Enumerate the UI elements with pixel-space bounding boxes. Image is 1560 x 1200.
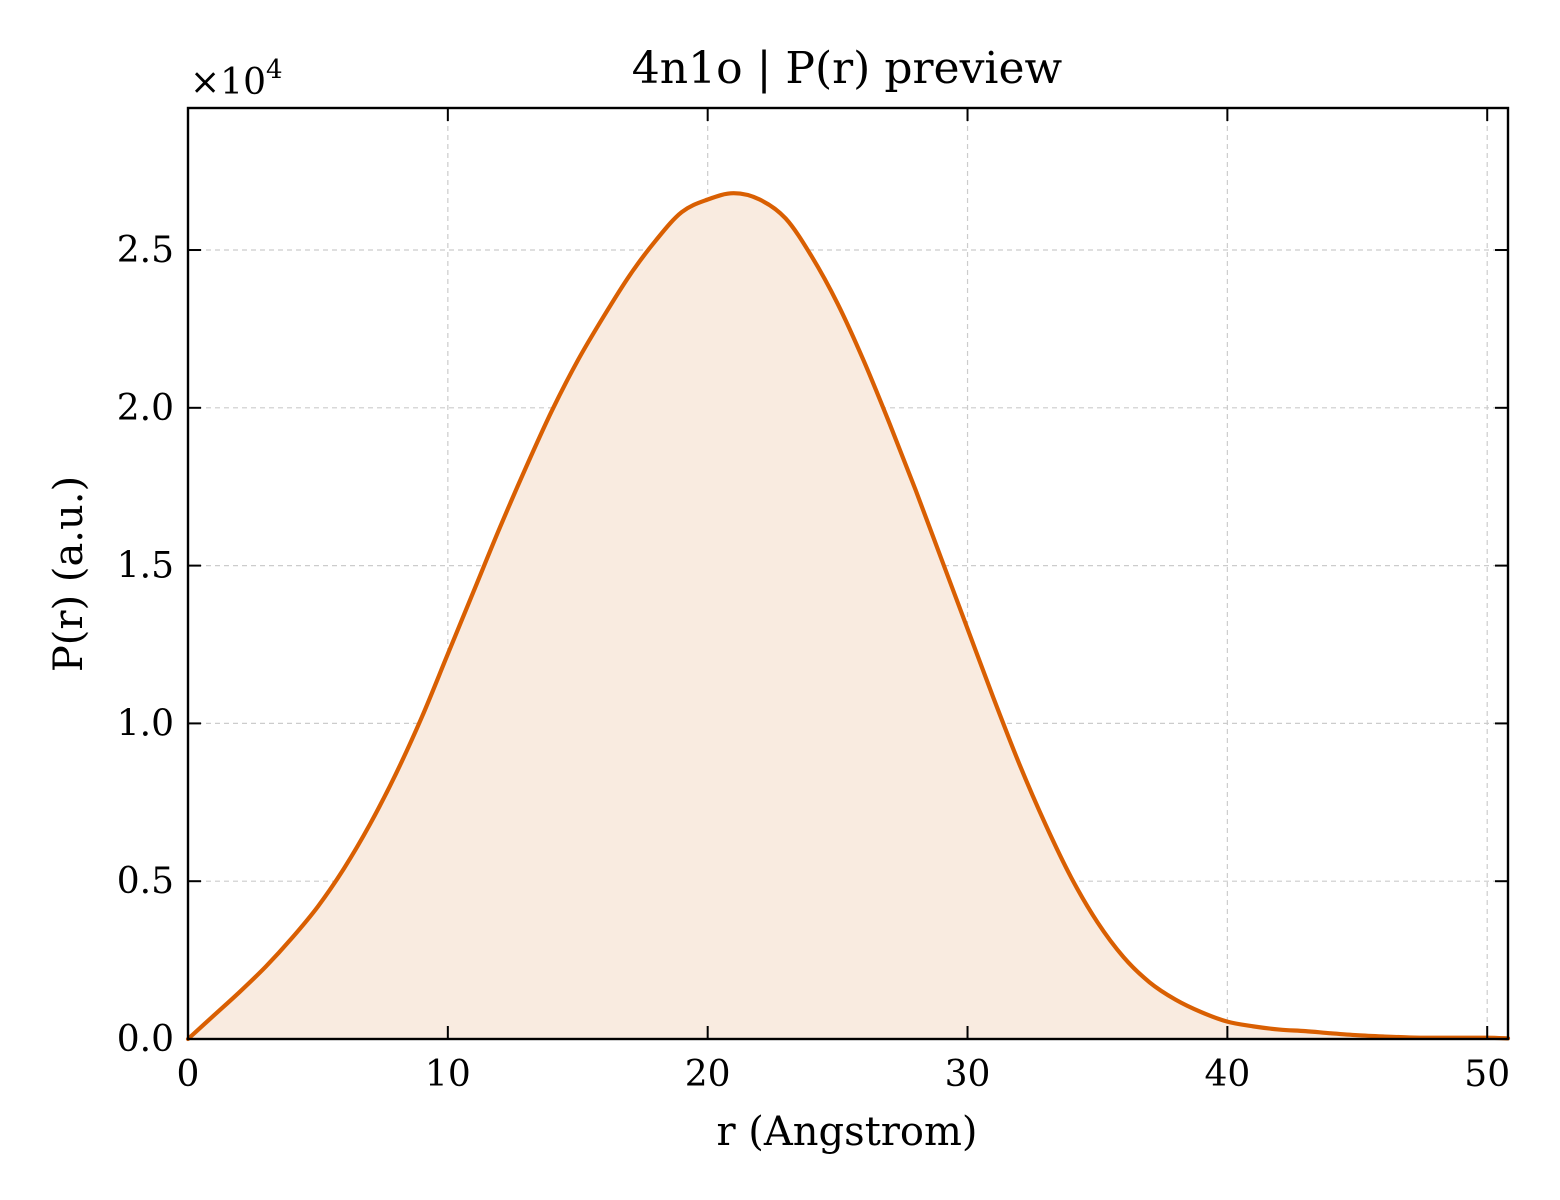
y-axis-multiplier: ×104 — [190, 55, 283, 103]
y-tick-label: 2.0 — [117, 388, 174, 429]
y-tick-label: 0.5 — [117, 861, 174, 902]
x-axis-title: r (Angstrom) — [716, 1109, 977, 1155]
x-tick-label: 0 — [177, 1054, 200, 1095]
axis-ticks — [187, 108, 1508, 1040]
tick-labels: 0 10 20 30 40 50 0.0 0.5 1.0 1.5 2.0 2.5 — [117, 230, 1510, 1095]
x-tick-label: 30 — [945, 1054, 991, 1095]
pr-area-fill — [188, 193, 1508, 1039]
pr-curve — [185, 191, 1511, 1042]
multiplier-exponent: 4 — [266, 55, 283, 85]
plot-frame — [186, 106, 1510, 1041]
y-tick-label: 1.0 — [117, 703, 174, 744]
y-axis-title: P(r) (a.u.) — [46, 476, 92, 672]
x-tick-label: 10 — [425, 1054, 471, 1095]
multiplier-base: ×10 — [190, 62, 266, 103]
y-tick-label: 1.5 — [117, 546, 174, 587]
y-tick-label: 2.5 — [117, 230, 174, 271]
x-tick-label: 40 — [1204, 1054, 1250, 1095]
y-tick-label: 0.0 — [117, 1019, 174, 1060]
chart-title: 4n1o | P(r) preview — [632, 43, 1063, 94]
x-tick-label: 20 — [685, 1054, 731, 1095]
x-tick-label: 50 — [1464, 1054, 1510, 1095]
